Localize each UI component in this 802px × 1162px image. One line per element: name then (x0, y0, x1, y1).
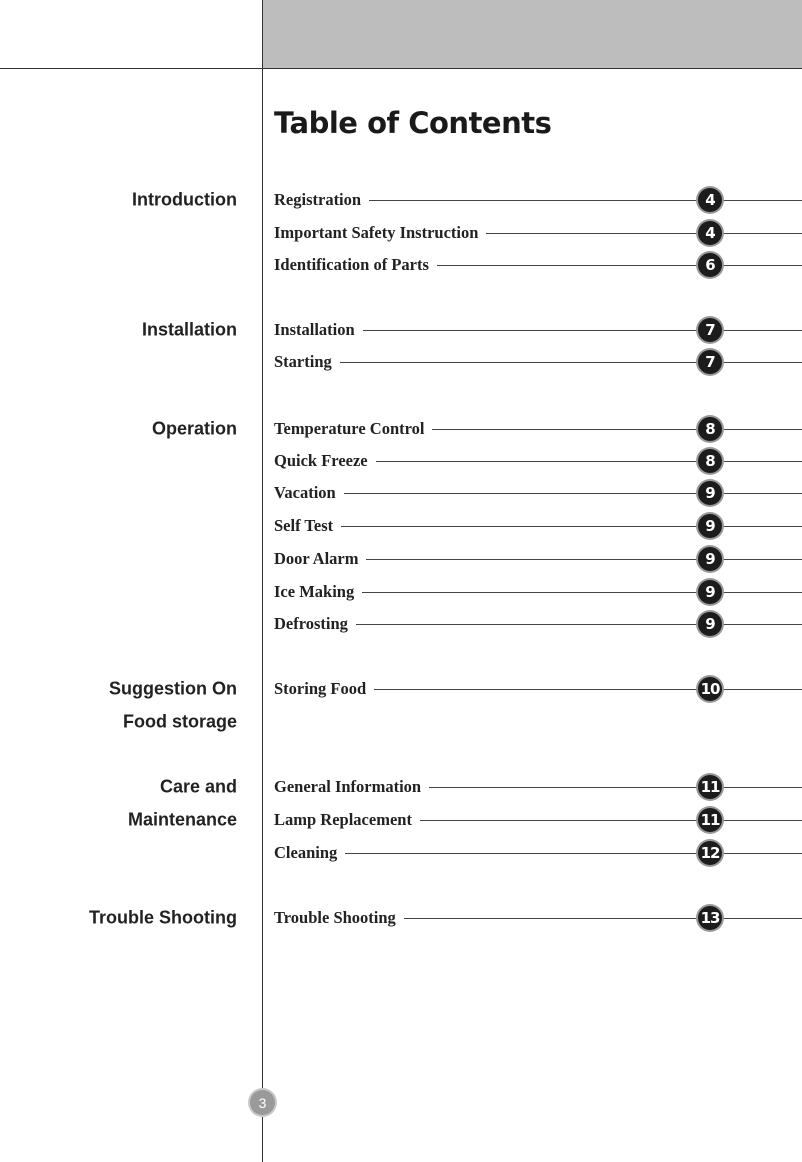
toc-entry[interactable]: Ice Making 9 (274, 580, 802, 604)
toc-entry-label: Door Alarm (274, 549, 367, 569)
toc-entry[interactable]: Storing Food 10 (274, 677, 802, 701)
page-badge: 9 (698, 514, 722, 538)
toc-entry[interactable]: Vacation 9 (274, 481, 802, 505)
leader-line (403, 917, 802, 919)
page-badge: 12 (698, 841, 722, 865)
toc-entry[interactable]: Starting 7 (274, 350, 802, 374)
page-number-badge: 3 (250, 1090, 275, 1115)
page-title: Table of Contents (274, 106, 552, 140)
leader-line (362, 591, 802, 593)
toc-entry[interactable]: Installation 7 (274, 318, 802, 342)
page-badge: 13 (698, 906, 722, 930)
toc-entry-label: Cleaning (274, 843, 346, 863)
leader-line (432, 428, 802, 430)
toc-entry-label: Important Safety Instruction (274, 223, 487, 243)
toc-entry[interactable]: Cleaning 12 (274, 841, 802, 865)
toc-entry-label: Registration (274, 190, 370, 210)
toc-entry-label: Self Test (274, 516, 342, 536)
page-badge: 9 (698, 481, 722, 505)
page-badge: 8 (698, 449, 722, 473)
leader-line (366, 558, 802, 560)
header-band (262, 0, 802, 68)
page-badge: 9 (698, 612, 722, 636)
leader-line (355, 623, 802, 625)
page-badge: 7 (698, 350, 722, 374)
page-badge: 11 (698, 775, 722, 799)
toc-entry[interactable]: Important Safety Instruction 4 (274, 221, 802, 245)
page-badge: 11 (698, 808, 722, 832)
toc-entry-label: Identification of Parts (274, 255, 437, 275)
leader-line (343, 492, 802, 494)
toc-entry-label: Temperature Control (274, 419, 433, 439)
toc-entry[interactable]: Self Test 9 (274, 514, 802, 538)
leader-line (486, 232, 802, 234)
leader-line (341, 525, 802, 527)
toc-entry-label: Defrosting (274, 614, 356, 634)
toc-entry-label: General Information (274, 777, 430, 797)
leader-line (374, 688, 802, 690)
leader-line (362, 329, 802, 331)
toc-entry[interactable]: Defrosting 9 (274, 612, 802, 636)
leader-line (369, 199, 802, 201)
leader-line (375, 460, 802, 462)
section-heading: Suggestion On (109, 678, 237, 699)
toc-entry-label: Trouble Shooting (274, 908, 404, 928)
toc-entry[interactable]: Identification of Parts 6 (274, 253, 802, 277)
toc-entry-label: Quick Freeze (274, 451, 376, 471)
header-divider (0, 68, 802, 69)
leader-line (419, 819, 802, 821)
toc-entry[interactable]: General Information 11 (274, 775, 802, 799)
section-heading: Food storage (122, 711, 237, 732)
leader-line (436, 264, 802, 266)
toc-entry-label: Vacation (274, 483, 344, 503)
page-badge: 8 (698, 417, 722, 441)
section-heading: Trouble Shooting (89, 907, 237, 928)
section-heading: Care and (159, 776, 237, 797)
section-heading: Maintenance (127, 809, 237, 830)
toc-entry[interactable]: Temperature Control 8 (274, 417, 802, 441)
column-divider (262, 0, 263, 1162)
section-heading: Operation (151, 418, 237, 439)
page-badge: 6 (698, 253, 722, 277)
toc-entry-label: Lamp Replacement (274, 810, 420, 830)
leader-line (339, 361, 802, 363)
page-badge: 4 (698, 221, 722, 245)
page-badge: 9 (698, 547, 722, 571)
page-badge: 9 (698, 580, 722, 604)
toc-entry[interactable]: Lamp Replacement 11 (274, 808, 802, 832)
toc-entry-label: Installation (274, 320, 363, 340)
page-badge: 4 (698, 188, 722, 212)
page-badge: 7 (698, 318, 722, 342)
section-heading: Installation (141, 319, 237, 340)
leader-line (429, 786, 802, 788)
section-heading: Introduction (132, 189, 237, 210)
toc-entry-label: Starting (274, 352, 340, 372)
toc-entry-label: Storing Food (274, 679, 375, 699)
toc-entry[interactable]: Quick Freeze 8 (274, 449, 802, 473)
toc-entry[interactable]: Trouble Shooting 13 (274, 906, 802, 930)
toc-entry-label: Ice Making (274, 582, 363, 602)
page-badge: 10 (698, 677, 722, 701)
toc-entry[interactable]: Door Alarm 9 (274, 547, 802, 571)
leader-line (345, 852, 802, 854)
toc-entry[interactable]: Registration 4 (274, 188, 802, 212)
